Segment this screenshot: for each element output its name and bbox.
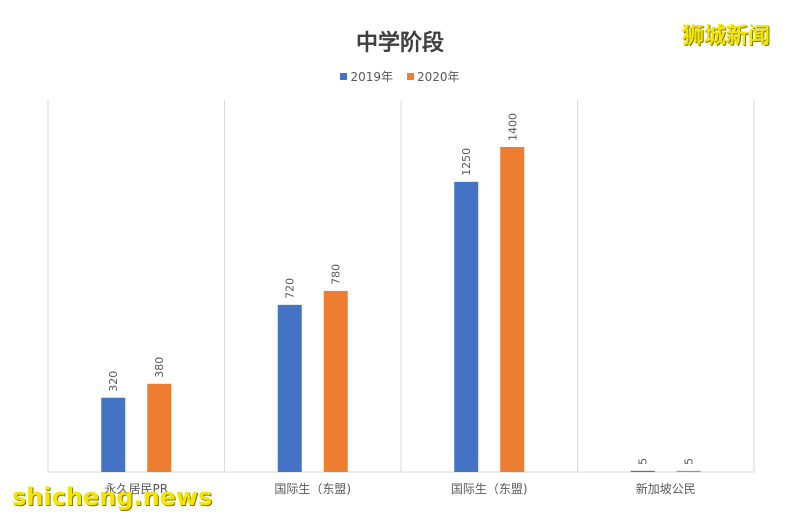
bar-2019 xyxy=(630,470,655,472)
x-tick-label: 国际生（东盟) xyxy=(274,482,351,496)
legend-item-2020: 2020年 xyxy=(407,68,460,85)
legend-swatch-2019 xyxy=(340,73,348,80)
data-label: 720 xyxy=(284,278,297,299)
bar-2019 xyxy=(277,304,302,472)
data-label: 1250 xyxy=(460,148,473,176)
watermark-logo-text: 狮城新闻 xyxy=(682,24,771,49)
legend-label-2019: 2019年 xyxy=(350,70,393,84)
data-label: 5 xyxy=(637,458,650,465)
bar-2020 xyxy=(147,383,172,472)
data-label: 1400 xyxy=(506,113,519,141)
legend: 2019年 2020年 xyxy=(0,68,800,85)
bar-2019 xyxy=(454,181,479,473)
legend-swatch-2020 xyxy=(407,73,414,80)
chart-title: 中学阶段 xyxy=(355,31,444,56)
x-tick-label: 新加坡公民 xyxy=(636,481,696,496)
data-label: 5 xyxy=(683,458,696,465)
data-label: 780 xyxy=(330,264,343,285)
data-label: 380 xyxy=(153,357,166,378)
bar-2020 xyxy=(323,290,348,472)
x-tick-label: 永久居民PR xyxy=(104,482,168,496)
watermark-site-text: shicheng.news xyxy=(12,483,213,511)
data-label: 320 xyxy=(107,371,120,392)
bar-2019 xyxy=(101,397,126,472)
legend-item-2019: 2019年 xyxy=(340,68,393,85)
legend-label-2020: 2020年 xyxy=(417,70,460,84)
x-tick-label: 国际生（东盟) xyxy=(451,482,528,496)
bar-2020 xyxy=(500,147,525,472)
bar-2020 xyxy=(676,470,701,472)
